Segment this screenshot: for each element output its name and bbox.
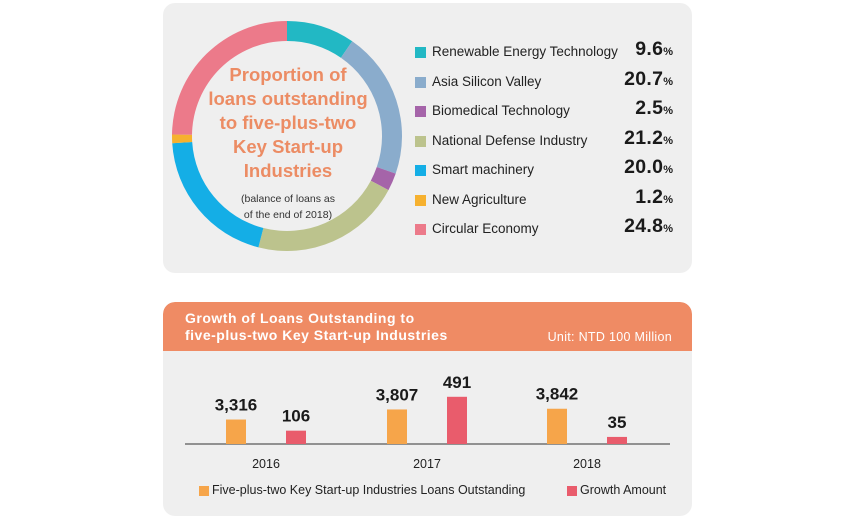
legend-item: Asia Silicon Valley 20.7%	[415, 65, 683, 95]
legend-label: Asia Silicon Valley	[432, 73, 542, 89]
bar-legend: Five-plus-two Key Start-up Industries Lo…	[163, 482, 692, 502]
legend-value-unit: %	[663, 164, 673, 176]
legend-swatch	[415, 165, 426, 176]
bar-title-line: five-plus-two Key Start-up Industries	[185, 327, 448, 343]
legend-label: Renewable Energy Technology	[432, 44, 618, 59]
legend-value-number: 20.7	[624, 67, 664, 90]
bar-legend-swatch	[567, 486, 577, 496]
bar-value-label: 3,807	[376, 385, 419, 404]
bar-value-label: 3,842	[536, 385, 579, 404]
legend-value-number: 1.2	[635, 185, 664, 208]
legend-item: Circular Economy 24.8%	[415, 212, 683, 242]
donut-slice	[172, 21, 287, 135]
x-tick-label: 2017	[413, 457, 441, 471]
legend-item: National Defense Industry 21.2%	[415, 124, 683, 154]
legend-value: 9.6%	[635, 38, 673, 61]
legend-value: 21.2%	[624, 127, 673, 150]
donut-title-line: loans outstanding	[208, 88, 368, 109]
legend-value-number: 2.5	[635, 97, 664, 119]
donut-slice	[287, 21, 353, 58]
donut-legend: Renewable Energy Technology 9.6% Asia Sili…	[415, 35, 683, 242]
donut-title-line: to five-plus-two	[219, 112, 357, 133]
bar-legend-label: Five-plus-two Key Start-up Industries Lo…	[212, 483, 526, 497]
bar-title-line: Growth of Loans Outstanding to	[185, 310, 415, 326]
legend-swatch	[415, 224, 426, 235]
donut-title-line: Industries	[243, 160, 333, 181]
legend-swatch	[415, 135, 426, 147]
bar	[447, 396, 467, 444]
donut-center-text: Proportion of loans outstanding to five-…	[193, 63, 383, 223]
legend-value-number: 24.8	[624, 215, 664, 237]
bar-value-label: 35	[608, 413, 627, 432]
bar-chart: 3,316 3,807 3,842 106 491 35 2016 2017 2018	[185, 373, 670, 471]
bar-value-label: 106	[282, 407, 310, 426]
legend-label: National Defense Industry	[432, 132, 588, 148]
bar-chart-card: Growth of Loans Outstanding to five-plus…	[163, 302, 692, 516]
donut-title-line: Key Start-up	[233, 136, 343, 157]
donut-slice	[340, 41, 402, 174]
legend-swatch	[415, 76, 426, 88]
legend-value: 1.2%	[635, 186, 673, 209]
legend-swatch	[415, 47, 426, 58]
legend-label: Biomedical Technology	[432, 103, 570, 118]
legend-swatch	[415, 194, 426, 206]
x-tick-label: 2016	[252, 457, 280, 471]
donut-slice	[172, 134, 193, 144]
donut-title: Proportion of loans outstanding to five-…	[193, 63, 383, 183]
legend-label: New Agriculture	[432, 191, 527, 207]
bar	[607, 436, 627, 444]
bar	[226, 419, 246, 444]
bar-legend-label: Growth Amount	[580, 483, 667, 497]
legend-item: Biomedical Technology 2.5%	[415, 94, 683, 124]
legend-label: Circular Economy	[432, 221, 539, 236]
donut-slice	[370, 167, 396, 191]
donut-subtitle-line: (balance of loans as	[241, 193, 335, 205]
legend-value-unit: %	[663, 105, 673, 117]
legend-swatch	[415, 106, 426, 117]
donut-subtitle: (balance of loans as of the end of 2018)	[193, 191, 383, 223]
legend-value-number: 21.2	[624, 126, 664, 149]
bar-chart-unit: Unit: NTD 100 Million	[547, 330, 672, 344]
legend-value-unit: %	[663, 193, 673, 206]
legend-label: Smart machinery	[432, 162, 535, 177]
bar	[286, 430, 306, 444]
legend-value-number: 20.0	[624, 156, 664, 178]
legend-value: 20.0%	[624, 156, 673, 179]
donut-chart	[172, 21, 402, 251]
legend-item: Smart machinery 20.0%	[415, 153, 683, 183]
bar-value-label: 491	[443, 373, 471, 392]
bar-chart-title: Growth of Loans Outstanding to five-plus…	[185, 310, 448, 344]
legend-item: Renewable Energy Technology 9.6%	[415, 35, 683, 65]
legend-value: 20.7%	[624, 68, 673, 91]
legend-value-unit: %	[663, 134, 673, 147]
donut-title-line: Proportion of	[229, 64, 347, 85]
bar	[387, 409, 407, 444]
legend-value-number: 9.6	[635, 38, 664, 60]
donut-slice	[258, 180, 389, 251]
donut-subtitle-line: of the end of 2018)	[243, 209, 333, 221]
legend-value-unit: %	[663, 75, 673, 88]
bar-legend-swatch	[199, 486, 209, 496]
legend-item: New Agriculture 1.2%	[415, 183, 683, 213]
donut-slice	[172, 141, 264, 248]
x-tick-label: 2018	[573, 457, 601, 471]
legend-value-unit: %	[663, 46, 673, 58]
legend-value: 24.8%	[624, 215, 673, 238]
donut-chart-card: Proportion of loans outstanding to five-…	[163, 3, 692, 273]
bar	[547, 408, 567, 444]
legend-value-unit: %	[663, 223, 673, 235]
bar-chart-header: Growth of Loans Outstanding to five-plus…	[163, 302, 692, 351]
legend-value: 2.5%	[635, 97, 673, 120]
bar-value-label: 3,316	[215, 396, 258, 415]
